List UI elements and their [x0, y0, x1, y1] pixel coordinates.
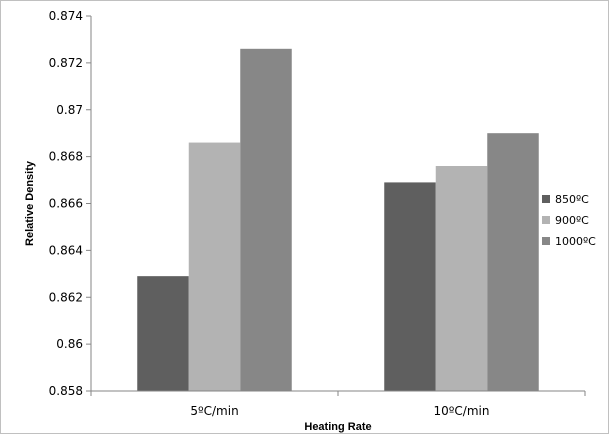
legend: 850ºC 900ºC 1000ºC: [542, 193, 596, 248]
legend-label: 850ºC: [555, 193, 589, 206]
bar-900C-1: [188, 142, 241, 391]
y-tick-label: 0.87: [56, 103, 83, 117]
legend-swatch: [542, 195, 550, 203]
x-tick-label: 5ºC/min: [190, 404, 238, 418]
legend-label: 1000ºC: [555, 235, 596, 248]
y-tick-label: 0.858: [49, 384, 83, 398]
bar-900C-2: [435, 166, 488, 391]
bar-1000C-2: [487, 133, 539, 391]
y-tick-label: 0.86: [56, 337, 83, 351]
y-tick-label: 0.862: [49, 290, 83, 304]
y-axis-title: Relative Density: [24, 160, 36, 246]
y-tick-label: 0.864: [49, 243, 83, 257]
legend-swatch: [542, 216, 550, 224]
legend-label: 900ºC: [555, 214, 589, 227]
y-tick-label: 0.872: [49, 56, 83, 70]
y-tick-label: 0.874: [49, 9, 83, 23]
bar-1000C-1: [240, 48, 292, 391]
bar-850C-2: [384, 182, 436, 391]
x-axis-title: Heating Rate: [304, 421, 371, 433]
y-axis-ticks: 0.858 0.86 0.862 0.864 0.866 0.868 0.87 0.872 0.…: [49, 9, 91, 398]
bars: [137, 48, 539, 391]
x-tick-label: 10ºC/min: [434, 404, 490, 418]
y-tick-label: 0.868: [49, 150, 83, 164]
bar-850C-1: [137, 276, 189, 391]
x-axis-ticks: 5ºC/min 10ºC/min: [90, 391, 586, 418]
legend-swatch: [542, 237, 550, 245]
y-tick-label: 0.866: [49, 197, 83, 211]
